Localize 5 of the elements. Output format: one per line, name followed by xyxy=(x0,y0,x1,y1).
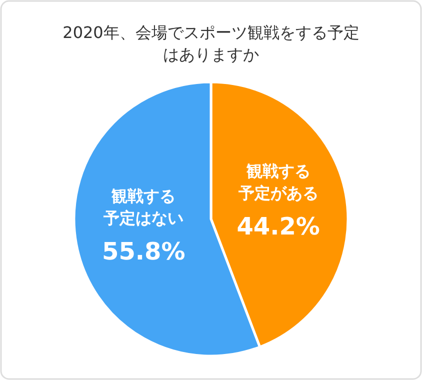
chart-title: 2020年、会場でスポーツ観戦をする予定はありますか xyxy=(62,23,360,64)
slice-label: 観戦する予定がある xyxy=(237,162,318,203)
slice-label: 観戦する予定はない xyxy=(102,186,184,228)
data-label: 44.2% xyxy=(236,212,320,241)
data-label: 55.8% xyxy=(102,237,186,266)
